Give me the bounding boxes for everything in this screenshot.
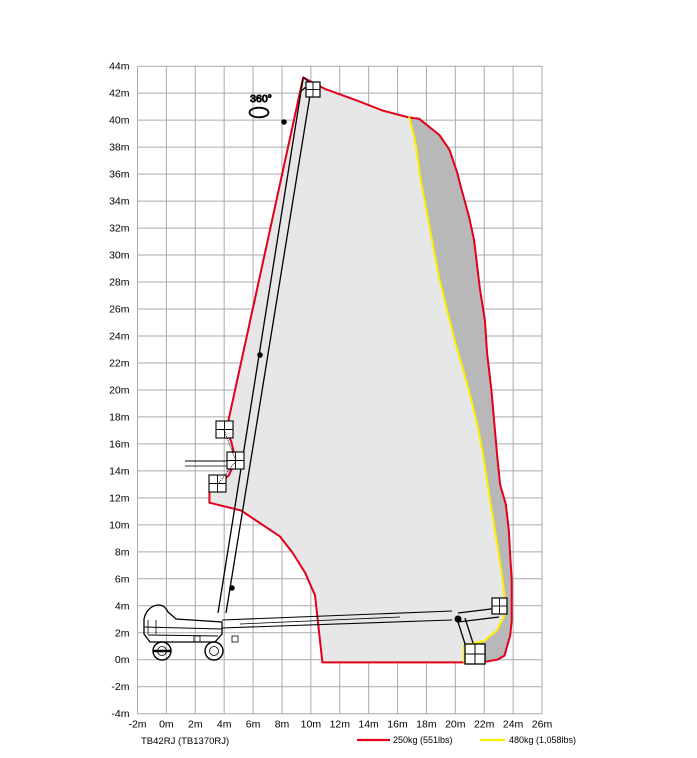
svg-text:-2m: -2m [111,681,129,693]
svg-text:16m: 16m [387,719,408,731]
svg-text:44m: 44m [109,61,130,73]
svg-text:22m: 22m [109,358,130,370]
svg-text:32m: 32m [109,223,130,235]
svg-text:14m: 14m [109,465,130,477]
svg-text:22m: 22m [474,719,495,731]
svg-text:18m: 18m [109,411,130,423]
svg-text:-2m: -2m [128,719,146,731]
svg-text:4m: 4m [115,600,130,612]
svg-text:14m: 14m [358,719,379,731]
svg-text:40m: 40m [109,115,130,127]
svg-text:16m: 16m [109,438,130,450]
svg-text:2m: 2m [115,627,130,639]
svg-text:26m: 26m [532,719,553,731]
svg-text:34m: 34m [109,196,130,208]
svg-text:6m: 6m [246,719,261,731]
svg-text:0m: 0m [159,719,174,731]
svg-text:20m: 20m [445,719,466,731]
svg-text:38m: 38m [109,142,130,154]
svg-text:18m: 18m [416,719,437,731]
svg-text:2m: 2m [188,719,203,731]
svg-text:10m: 10m [109,519,130,531]
svg-text:TB42RJ (TB1370RJ): TB42RJ (TB1370RJ) [141,736,229,747]
svg-text:480kg (1,058lbs): 480kg (1,058lbs) [509,735,576,745]
svg-text:12m: 12m [109,492,130,504]
svg-text:28m: 28m [109,277,130,289]
svg-text:30m: 30m [109,250,130,262]
svg-text:360°: 360° [250,93,272,105]
svg-text:42m: 42m [109,88,130,100]
svg-text:36m: 36m [109,169,130,181]
svg-text:20m: 20m [109,384,130,396]
svg-text:4m: 4m [217,719,232,731]
svg-text:0m: 0m [115,654,130,666]
svg-text:250kg (551lbs): 250kg (551lbs) [393,735,453,745]
svg-text:10m: 10m [301,719,322,731]
svg-text:12m: 12m [330,719,351,731]
svg-text:8m: 8m [275,719,290,731]
svg-text:8m: 8m [115,546,130,558]
svg-text:-4m: -4m [111,708,129,720]
svg-text:24m: 24m [503,719,524,731]
svg-text:26m: 26m [109,304,130,316]
svg-text:6m: 6m [115,573,130,585]
svg-text:24m: 24m [109,331,130,343]
